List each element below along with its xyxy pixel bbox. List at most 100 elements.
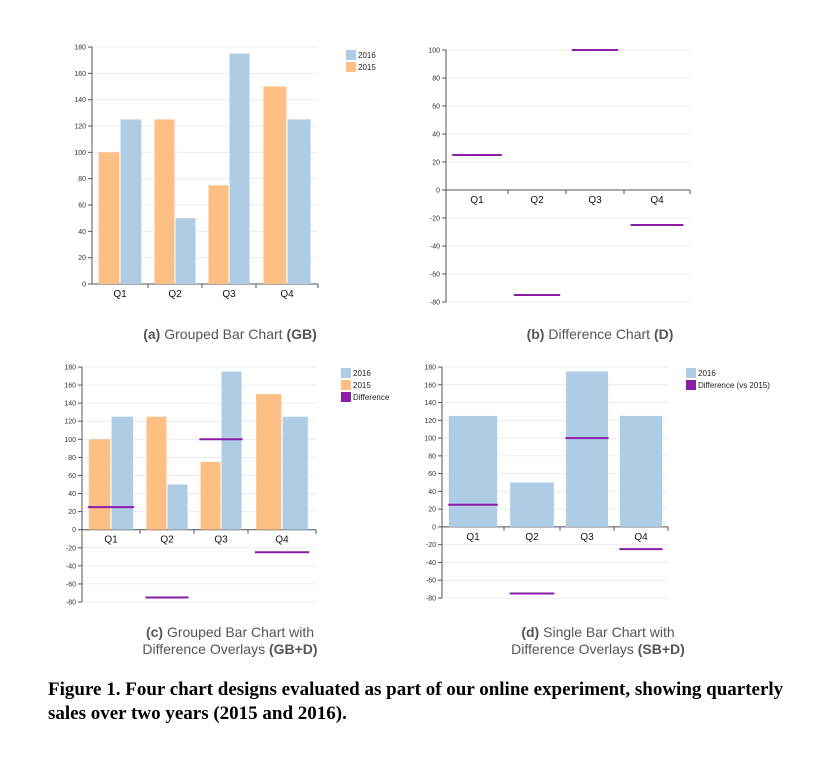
bar-2016 bbox=[120, 119, 142, 285]
y-tick-label: -40 bbox=[66, 563, 76, 570]
bar-2016 bbox=[167, 484, 188, 530]
y-tick-label: 120 bbox=[64, 419, 76, 426]
bar-2016 bbox=[111, 416, 134, 530]
bar-2016 bbox=[221, 371, 242, 530]
x-tick-label: Q2 bbox=[525, 532, 539, 543]
legend-label: Difference bbox=[353, 393, 390, 402]
y-tick-label: -20 bbox=[426, 542, 436, 549]
legend-label: 2016 bbox=[358, 51, 376, 60]
caption-c: (c) Grouped Bar Chart with Difference Ov… bbox=[110, 624, 350, 658]
legend-label: 2016 bbox=[698, 369, 716, 378]
bar-2016 bbox=[175, 218, 196, 284]
caption-a-suffix: (GB) bbox=[286, 326, 317, 342]
y-tick-label: 40 bbox=[428, 489, 436, 496]
x-tick-label: Q3 bbox=[588, 195, 602, 206]
y-tick-label: 180 bbox=[424, 365, 436, 372]
y-tick-label: 180 bbox=[64, 365, 76, 372]
y-tick-label: 160 bbox=[64, 383, 76, 390]
y-tick-label: 140 bbox=[64, 401, 76, 408]
caption-c-suffix: (GB+D) bbox=[268, 641, 318, 657]
y-tick-label: 140 bbox=[74, 97, 86, 104]
y-tick-label: 180 bbox=[74, 45, 86, 52]
y-tick-label: 0 bbox=[82, 282, 86, 289]
y-tick-label: -40 bbox=[430, 244, 440, 251]
caption-b-title: Difference Chart bbox=[548, 326, 651, 342]
x-tick-label: Q2 bbox=[530, 195, 544, 206]
y-tick-label: 100 bbox=[74, 150, 86, 157]
y-tick-label: 100 bbox=[428, 48, 440, 55]
chart-2: -80 -60 -40 -20 0 20 40 60 80 100 120 140 160 180 Q1 Q2… bbox=[64, 365, 390, 607]
x-tick-label: Q4 bbox=[634, 532, 648, 543]
bar-2015 bbox=[208, 185, 229, 284]
legend-label: Difference (vs 2015) bbox=[698, 381, 770, 390]
x-tick-label: Q3 bbox=[214, 535, 228, 546]
legend-label: 2015 bbox=[358, 63, 376, 72]
x-tick-label: Q1 bbox=[113, 289, 127, 300]
bar-2016 bbox=[510, 482, 554, 527]
chart-3: -80 -60 -40 -20 0 20 40 60 80 100 120 140 160 180 Q1 Q2… bbox=[424, 365, 770, 603]
y-tick-label: -20 bbox=[66, 545, 76, 552]
caption-d-title: Single Bar Chart with bbox=[543, 624, 675, 640]
legend-label: 2016 bbox=[353, 369, 371, 378]
bar-2016 bbox=[565, 371, 609, 527]
bar-2016 bbox=[287, 119, 311, 285]
y-tick-label: 80 bbox=[78, 176, 86, 183]
x-tick-label: Q4 bbox=[275, 535, 289, 546]
x-tick-label: Q4 bbox=[650, 195, 664, 206]
y-tick-label: 80 bbox=[68, 455, 76, 462]
y-tick-label: 0 bbox=[436, 188, 440, 195]
legend-swatch bbox=[686, 368, 696, 378]
y-tick-label: 60 bbox=[432, 104, 440, 111]
legend-swatch bbox=[346, 62, 356, 72]
bar-2015 bbox=[154, 119, 175, 285]
chart-0: 0 20 40 60 80 100 120 140 160 180 Q1 Q2 Q3 Q4 2016 2015 bbox=[74, 45, 376, 301]
y-tick-label: -60 bbox=[426, 578, 436, 585]
y-tick-label: -80 bbox=[66, 600, 76, 607]
y-tick-label: 60 bbox=[428, 471, 436, 478]
caption-b-suffix: (D) bbox=[653, 326, 674, 342]
x-tick-label: Q3 bbox=[580, 532, 594, 543]
caption-c-prefix: (c) bbox=[145, 624, 164, 640]
legend-swatch bbox=[686, 380, 696, 390]
caption-b: (b) Difference Chart (D) bbox=[490, 326, 710, 343]
legend-swatch bbox=[346, 50, 356, 60]
y-tick-label: 60 bbox=[78, 203, 86, 210]
figure-caption: Figure 1. Four chart designs evaluated a… bbox=[48, 679, 784, 724]
x-tick-label: Q1 bbox=[466, 532, 480, 543]
x-tick-label: Q4 bbox=[280, 289, 294, 300]
y-tick-label: -60 bbox=[66, 581, 76, 588]
y-tick-label: 100 bbox=[424, 436, 436, 443]
bar-2015 bbox=[146, 416, 167, 530]
y-tick-label: -80 bbox=[426, 596, 436, 603]
y-tick-label: 160 bbox=[74, 71, 86, 78]
caption-a-prefix: (a) bbox=[143, 326, 161, 342]
bar-2016 bbox=[229, 53, 250, 285]
chart-1: -80 -60 -40 -20 0 20 40 60 80 100 Q1 Q2 Q3 Q4 bbox=[428, 48, 691, 307]
caption-d-title2: Difference Overlays bbox=[511, 641, 634, 657]
y-tick-label: 160 bbox=[424, 382, 436, 389]
bar-2016 bbox=[619, 415, 663, 527]
x-tick-label: Q1 bbox=[104, 535, 118, 546]
legend-swatch bbox=[341, 392, 351, 402]
y-tick-label: -40 bbox=[426, 560, 436, 567]
bar-2015 bbox=[88, 439, 111, 530]
y-tick-label: 0 bbox=[432, 524, 436, 531]
caption-c-title: Grouped Bar Chart with bbox=[166, 624, 315, 640]
y-tick-label: 140 bbox=[424, 400, 436, 407]
y-tick-label: 20 bbox=[432, 160, 440, 167]
legend-label: 2015 bbox=[353, 381, 371, 390]
y-tick-label: 80 bbox=[432, 76, 440, 83]
y-tick-label: 100 bbox=[64, 437, 76, 444]
y-tick-label: 40 bbox=[432, 132, 440, 139]
x-tick-label: Q2 bbox=[160, 535, 174, 546]
y-tick-label: -60 bbox=[430, 272, 440, 279]
y-tick-label: 120 bbox=[424, 418, 436, 425]
x-tick-label: Q2 bbox=[168, 289, 182, 300]
caption-d-suffix: (SB+D) bbox=[637, 641, 685, 657]
y-tick-label: 20 bbox=[428, 507, 436, 514]
x-tick-label: Q3 bbox=[222, 289, 236, 300]
y-tick-label: 60 bbox=[68, 473, 76, 480]
caption-b-prefix: (b) bbox=[526, 326, 545, 342]
bar-2016 bbox=[282, 416, 308, 530]
